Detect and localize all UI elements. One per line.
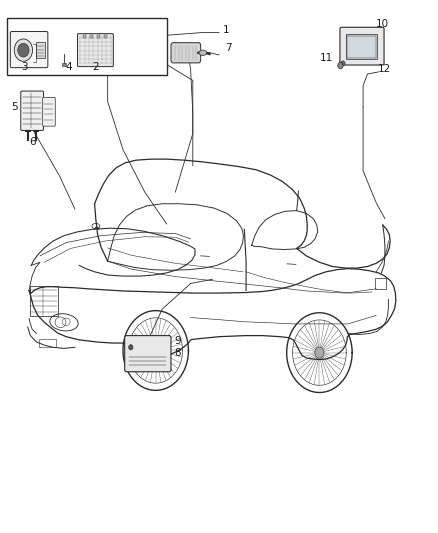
Bar xyxy=(83,35,86,38)
Bar xyxy=(90,35,93,38)
Text: 9: 9 xyxy=(174,336,181,346)
Text: 1: 1 xyxy=(223,25,229,35)
Bar xyxy=(346,34,377,59)
Circle shape xyxy=(129,345,133,350)
Text: 6: 6 xyxy=(30,138,36,147)
FancyBboxPatch shape xyxy=(125,336,171,372)
FancyBboxPatch shape xyxy=(11,31,48,68)
Bar xyxy=(375,278,386,289)
Circle shape xyxy=(341,61,345,66)
Circle shape xyxy=(315,347,324,358)
Text: 11: 11 xyxy=(320,53,333,63)
FancyBboxPatch shape xyxy=(42,98,55,126)
Text: 10: 10 xyxy=(376,19,389,29)
FancyBboxPatch shape xyxy=(21,91,43,131)
Text: 12: 12 xyxy=(378,64,391,74)
Text: 7: 7 xyxy=(226,43,232,53)
FancyBboxPatch shape xyxy=(340,27,384,65)
FancyBboxPatch shape xyxy=(171,43,201,63)
Bar xyxy=(39,339,56,348)
FancyBboxPatch shape xyxy=(78,34,113,67)
Text: 4: 4 xyxy=(65,62,72,72)
Bar xyxy=(36,42,45,58)
Circle shape xyxy=(18,43,29,57)
Circle shape xyxy=(14,39,32,61)
Bar xyxy=(347,36,376,58)
Bar xyxy=(7,18,166,75)
Text: 5: 5 xyxy=(11,102,18,112)
Ellipse shape xyxy=(199,50,207,55)
Text: 2: 2 xyxy=(92,62,99,72)
Bar xyxy=(104,35,107,38)
Circle shape xyxy=(338,62,343,69)
Bar xyxy=(62,63,66,66)
Circle shape xyxy=(151,345,160,356)
Text: 3: 3 xyxy=(21,62,28,72)
Text: 8: 8 xyxy=(174,348,181,358)
Bar xyxy=(97,35,100,38)
Bar xyxy=(30,286,58,317)
